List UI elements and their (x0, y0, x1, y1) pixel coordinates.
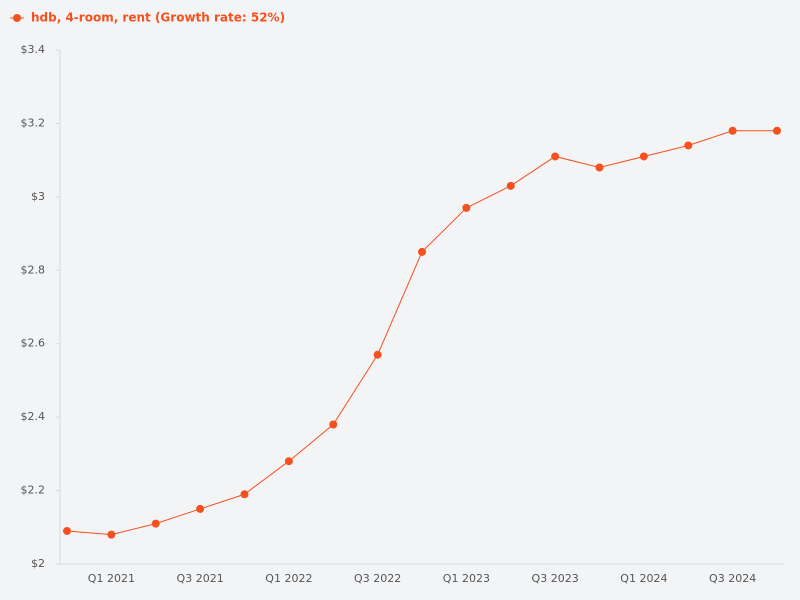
x-tick-label: Q3 2021 (177, 572, 224, 585)
point (240, 490, 249, 499)
point (107, 530, 116, 539)
y-tick-label: $2.2 (21, 484, 46, 497)
line (66, 130, 777, 536)
x-tick-label: Q1 2022 (265, 572, 312, 585)
y-tick-label: $3 (31, 190, 45, 203)
legend-marker (13, 14, 21, 22)
point (329, 420, 338, 429)
point (773, 126, 781, 135)
y-tick-label: $3.2 (21, 116, 46, 129)
x-tick-label: Q3 2022 (354, 572, 401, 585)
point (506, 181, 515, 190)
point (373, 350, 382, 359)
x-tick-label: Q1 2021 (88, 572, 135, 585)
x-tick-label: Q1 2023 (443, 572, 490, 585)
point (639, 152, 648, 161)
point (551, 152, 560, 161)
point (151, 519, 160, 528)
point (595, 163, 604, 172)
legend-label[interactable]: hdb, 4-room, rent (Growth rate: 52%) (31, 11, 285, 25)
point (418, 247, 426, 256)
point (684, 141, 693, 150)
y-tick-label: $2.8 (21, 263, 46, 276)
x-tick-label: Q3 2023 (532, 572, 579, 585)
x-tick-label: Q1 2024 (620, 572, 667, 585)
point (63, 526, 71, 535)
y-tick-label: $2.4 (21, 410, 46, 423)
y-tick-label: $2 (31, 557, 45, 570)
y-tick-label: $2.6 (21, 337, 46, 350)
point (728, 126, 737, 135)
point (196, 504, 205, 513)
point (462, 203, 471, 212)
x-tick-label: Q3 2024 (709, 572, 756, 585)
y-tick-label: $3.4 (21, 43, 46, 56)
point (284, 457, 293, 466)
